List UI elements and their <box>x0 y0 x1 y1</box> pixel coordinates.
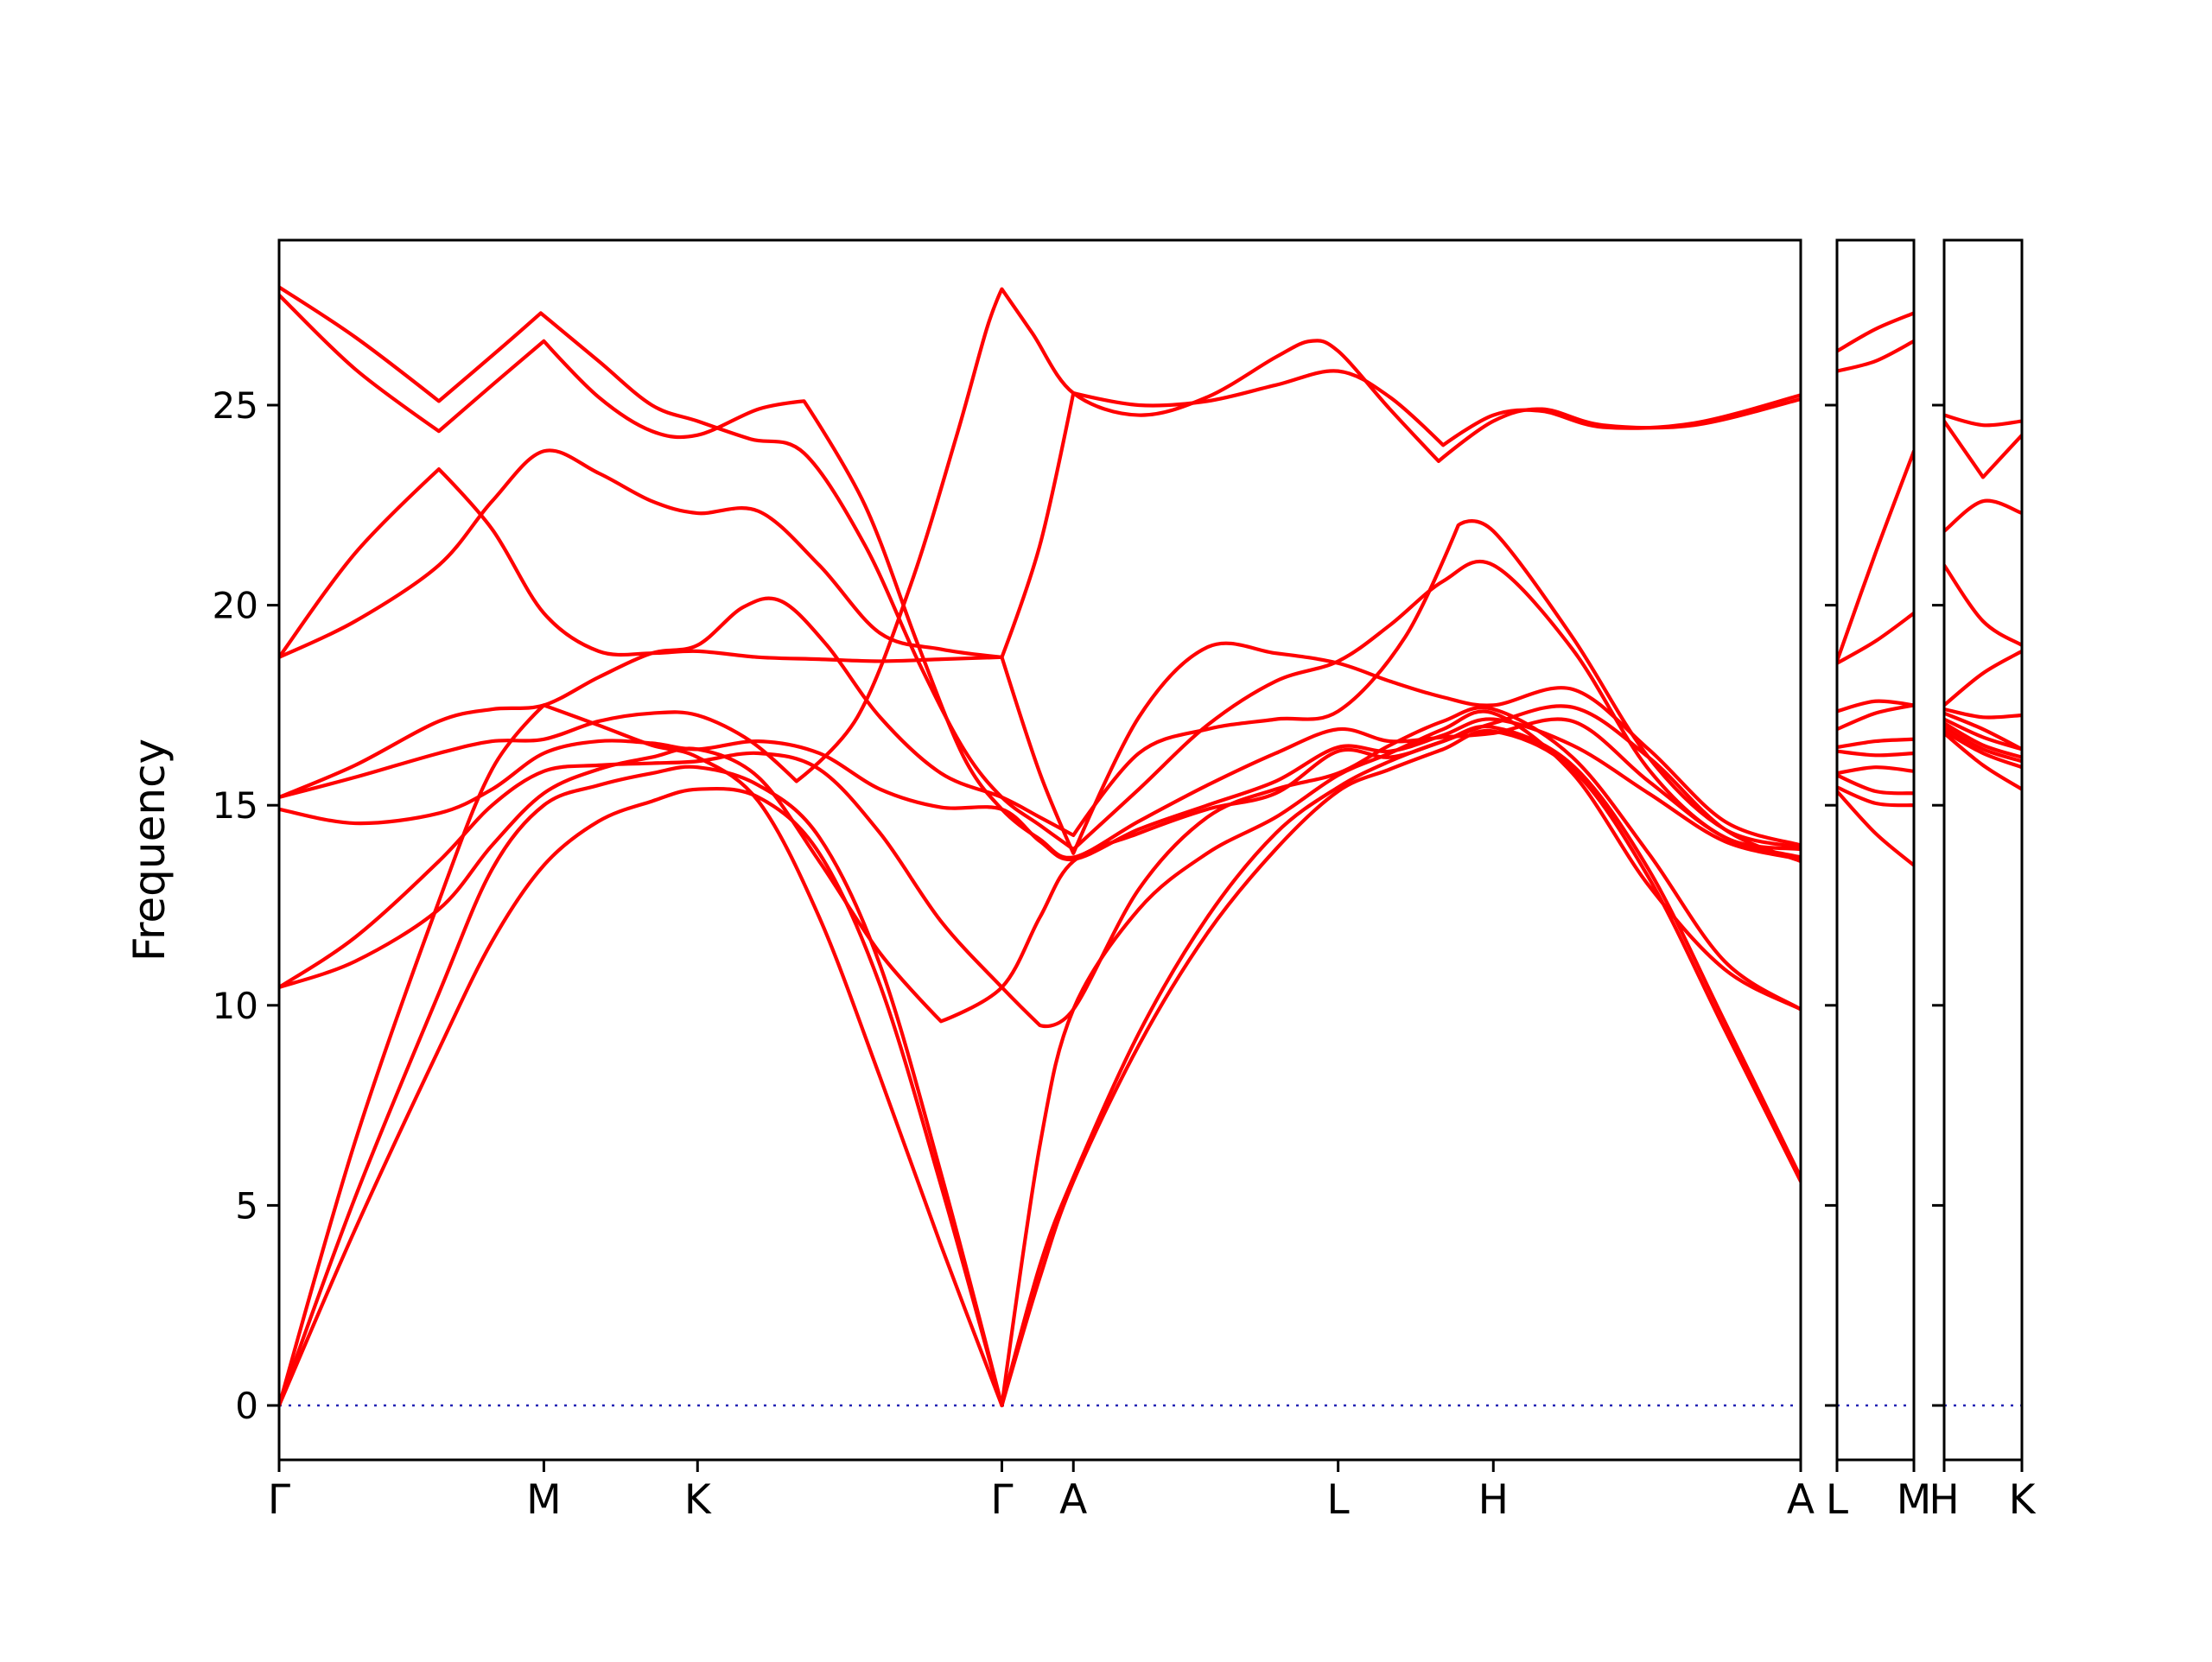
high-symmetry-point-label: M <box>1897 1476 1932 1524</box>
phonon-band-3 <box>1837 773 1914 796</box>
y-tick-label: 0 <box>235 1385 258 1427</box>
high-symmetry-point-label: H <box>1929 1476 1959 1524</box>
high-symmetry-point-label: L <box>1327 1476 1350 1524</box>
phonon-band-10 <box>279 369 1801 659</box>
phonon-band-8 <box>1837 699 1914 714</box>
high-symmetry-point-label: K <box>2009 1476 2037 1524</box>
axes-frame <box>277 238 1802 1462</box>
phonon-band-9 <box>1837 611 1914 665</box>
phonon-band-5 <box>1837 749 1914 758</box>
phonon-band-1 <box>1837 789 1914 867</box>
high-symmetry-point-label: A <box>1787 1476 1815 1524</box>
phonon-band-3 <box>279 703 1801 1408</box>
phonon-band-5 <box>279 704 1801 1024</box>
phonon-band-11 <box>279 293 1801 860</box>
high-symmetry-point-label: Γ <box>990 1476 1013 1524</box>
y-tick-label: 15 <box>213 784 258 827</box>
phonon-band-11 <box>1837 339 1914 373</box>
phonon-band-5 <box>1944 717 2022 752</box>
phonon-band-7 <box>1944 707 2022 720</box>
y-tick-label: 10 <box>213 985 258 1027</box>
phonon-band-11 <box>1944 419 2022 479</box>
y-axis-ticks: 0 5 10 15 20 25 <box>213 384 279 1427</box>
frequency-axis-label: Frequency <box>124 739 175 961</box>
phonon-band-2 <box>1944 729 2022 770</box>
phonon-band-8 <box>1944 649 2022 707</box>
band-lines <box>1944 413 2022 791</box>
band-lines <box>279 285 1801 1408</box>
phonon-band-8 <box>279 519 1801 849</box>
high-symmetry-point-label: A <box>1059 1476 1087 1524</box>
y-tick-label: 5 <box>235 1184 258 1227</box>
phonon-band-9 <box>279 467 1801 855</box>
phonon-band-1 <box>279 728 1801 1408</box>
axes-frame <box>1942 238 2024 1462</box>
phonon-band-4 <box>1837 765 1914 776</box>
phonon-band-12 <box>279 285 1801 852</box>
phonon-band-7 <box>1837 703 1914 732</box>
phonon-band-12 <box>1944 413 2022 428</box>
phonon-band-4 <box>1944 721 2022 759</box>
phonon-band-3 <box>1944 725 2022 764</box>
phonon-band-12 <box>1837 311 1914 353</box>
y-tick-label: 25 <box>213 384 258 427</box>
high-symmetry-point-label: K <box>684 1476 712 1524</box>
high-symmetry-point-label: L <box>1826 1476 1848 1524</box>
band-lines <box>1837 311 1914 867</box>
y-axis-ticks <box>1825 403 1837 1407</box>
phonon-band-2 <box>279 724 1801 1408</box>
phonon-band-6 <box>1944 711 2022 752</box>
high-symmetry-point-label: H <box>1478 1476 1509 1524</box>
phonon-band-10 <box>1944 498 2022 534</box>
phonon-band-10 <box>1837 449 1914 663</box>
high-symmetry-point-label: Γ <box>268 1476 290 1524</box>
y-tick-label: 20 <box>213 585 258 627</box>
phonon-band-7 <box>279 287 1801 800</box>
phonon-band-1 <box>1944 731 2022 791</box>
phonon-band-2 <box>1837 785 1914 808</box>
y-axis-ticks <box>1932 403 1944 1407</box>
high-symmetry-point-label: M <box>526 1476 562 1524</box>
phonon-band-9 <box>1944 563 2022 648</box>
phonon-band-4 <box>279 706 1801 1029</box>
phonon-band-6 <box>1837 737 1914 750</box>
axes-frame <box>1835 238 1916 1462</box>
